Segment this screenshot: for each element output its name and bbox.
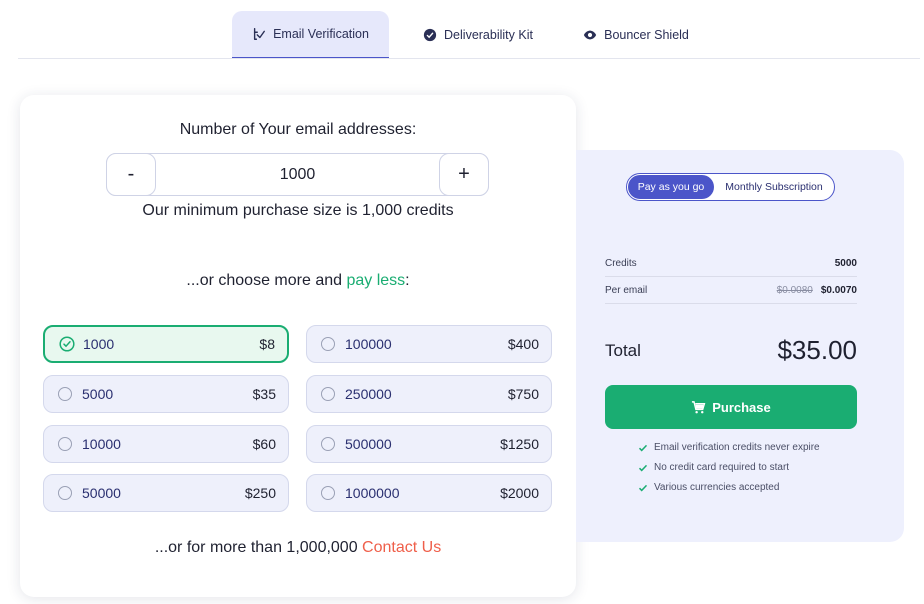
- tab-label: Deliverability Kit: [444, 28, 533, 42]
- cart-icon: [692, 400, 706, 413]
- radio-icon: [321, 387, 335, 401]
- tabs-divider: [18, 58, 920, 59]
- option-credits: 250000: [345, 386, 392, 402]
- option-50000[interactable]: 50000 $250: [43, 474, 289, 512]
- credits-selector-card: Number of Your email addresses: - + Our …: [20, 95, 576, 597]
- radio-icon: [321, 437, 335, 451]
- total-value: $35.00: [777, 335, 857, 365]
- option-price: $1250: [500, 436, 539, 452]
- purchase-label: Purchase: [712, 399, 771, 415]
- per-email-row: Per email $0.0080 $0.0070: [605, 278, 857, 304]
- radio-icon: [58, 387, 72, 401]
- radio-icon: [58, 437, 72, 451]
- choose-prefix: ...or choose more and: [186, 272, 347, 289]
- option-5000[interactable]: 5000 $35: [43, 375, 289, 413]
- option-price: $35: [252, 386, 276, 402]
- deliverability-icon: [423, 28, 437, 42]
- feature-text: Various currencies accepted: [654, 482, 780, 493]
- total-label: Total: [605, 341, 641, 360]
- option-price: $750: [507, 386, 539, 402]
- quantity-input[interactable]: [157, 154, 438, 195]
- contact-prefix: ...or for more than 1,000,000: [154, 539, 363, 556]
- minimum-purchase-note: Our minimum purchase size is 1,000 credi…: [142, 202, 454, 219]
- option-1000000[interactable]: 1000000 $2000: [306, 474, 552, 512]
- increment-button[interactable]: +: [439, 153, 489, 196]
- option-credits: 5000: [82, 386, 114, 402]
- verification-icon: [253, 28, 266, 40]
- check-circle-icon: [59, 336, 75, 352]
- contact-us-link[interactable]: Contact Us: [362, 539, 442, 556]
- tab-deliverability-kit[interactable]: Deliverability Kit: [414, 11, 542, 59]
- option-credits: 10000: [82, 436, 121, 452]
- quantity-heading: Number of Your email addresses:: [179, 121, 417, 138]
- check-icon: [638, 464, 648, 471]
- option-100000[interactable]: 100000 $400: [306, 325, 552, 363]
- tab-bouncer-shield[interactable]: Bouncer Shield: [576, 11, 696, 59]
- option-price: $250: [244, 485, 276, 501]
- option-credits: 50000: [82, 485, 121, 501]
- product-tabs: Email Verification Deliverability Kit Bo…: [0, 0, 924, 60]
- feature-item: Email verification credits never expire: [638, 442, 820, 453]
- option-250000[interactable]: 250000 $750: [306, 375, 552, 413]
- order-summary-panel: Pay as you go Monthly Subscription Credi…: [576, 150, 904, 542]
- tab-label: Email Verification: [273, 27, 369, 41]
- eye-icon: [583, 30, 597, 40]
- option-credits: 100000: [345, 336, 392, 352]
- radio-icon: [321, 337, 335, 351]
- tab-label: Bouncer Shield: [604, 28, 689, 42]
- option-500000[interactable]: 500000 $1250: [306, 425, 552, 463]
- pay-as-you-go-option[interactable]: Pay as you go: [628, 175, 714, 199]
- check-icon: [638, 484, 648, 491]
- credits-label: Credits: [605, 258, 637, 269]
- radio-icon: [321, 486, 335, 500]
- option-1000[interactable]: 1000 $8: [43, 325, 289, 363]
- option-price: $2000: [500, 485, 539, 501]
- option-price: $400: [507, 336, 539, 352]
- option-price: $8: [259, 336, 275, 352]
- feature-text: No credit card required to start: [654, 462, 790, 473]
- option-credits: 1000000: [345, 485, 400, 501]
- tab-email-verification[interactable]: Email Verification: [232, 11, 389, 59]
- option-credits: 500000: [345, 436, 392, 452]
- check-icon: [638, 444, 648, 451]
- per-email-label: Per email: [605, 285, 648, 296]
- credits-value: 5000: [834, 258, 857, 269]
- billing-toggle: Pay as you go Monthly Subscription: [626, 173, 835, 201]
- purchase-button[interactable]: Purchase: [605, 385, 857, 429]
- choose-suffix: :: [405, 272, 410, 289]
- feature-item: No credit card required to start: [638, 462, 789, 473]
- per-email-old-price: $0.0080: [776, 285, 813, 296]
- option-price: $60: [252, 436, 276, 452]
- option-10000[interactable]: 10000 $60: [43, 425, 289, 463]
- option-credits: 1000: [83, 336, 115, 352]
- pay-less-highlight: pay less: [346, 272, 406, 289]
- monthly-subscription-option[interactable]: Monthly Subscription: [725, 181, 823, 193]
- contact-note: ...or for more than 1,000,000 Contact Us: [20, 539, 576, 557]
- decrement-button[interactable]: -: [106, 153, 156, 196]
- credits-row: Credits 5000: [605, 251, 857, 277]
- per-email-new-price: $0.0070: [820, 285, 857, 296]
- radio-icon: [58, 486, 72, 500]
- feature-item: Various currencies accepted: [638, 482, 779, 493]
- quantity-stepper: - +: [106, 153, 489, 196]
- choose-more-heading: ...or choose more and pay less:: [20, 272, 576, 290]
- feature-text: Email verification credits never expire: [654, 442, 820, 453]
